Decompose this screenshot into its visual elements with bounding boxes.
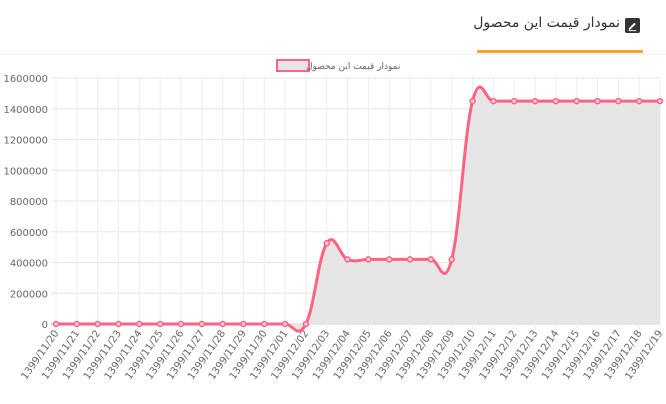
data-point[interactable] [156,320,164,328]
data-point[interactable] [573,97,580,105]
data-point[interactable] [323,240,331,247]
data-point[interactable] [219,320,226,328]
data-point[interactable] [52,320,60,328]
data-point[interactable] [136,320,143,328]
data-point[interactable] [281,320,289,328]
data-point[interactable] [594,97,601,105]
data-point[interactable] [261,320,268,328]
data-point[interactable] [73,320,81,328]
data-point[interactable] [365,256,372,263]
y-tick-label: 1600000 [3,74,48,85]
card-title: نمودار قیمت این محصول [473,15,620,31]
y-tick-label: 1000000 [3,166,48,177]
data-point[interactable] [490,97,497,105]
y-axis-ticks: 0 200000 400000 600000 800000 1000000 1200000 1… [3,74,48,331]
y-tick-label: 200000 [10,289,48,300]
data-point[interactable] [240,320,247,328]
data-point[interactable] [635,97,643,105]
y-tick-label: 600000 [10,228,48,239]
y-tick-label: 800000 [10,197,48,208]
data-point[interactable] [177,320,185,328]
y-tick-label: 1200000 [3,136,48,147]
legend-label: نمودار قیمت این محصول [306,62,400,72]
data-point[interactable] [115,320,122,328]
data-point[interactable] [552,97,560,105]
card-header: نمودار قیمت این محصول [0,0,666,55]
y-tick-label: 1400000 [3,105,48,116]
data-point[interactable] [656,97,664,105]
chart-legend[interactable]: نمودار قیمت این محصول [276,59,400,72]
y-tick-label: 400000 [10,259,48,270]
data-point[interactable] [344,256,351,263]
price-data-points [52,97,664,328]
price-area-fill [56,86,660,332]
data-point[interactable] [94,320,101,328]
price-chart: 0 200000 400000 600000 800000 1000000 1200000 1… [3,59,665,382]
y-tick-label: 0 [42,320,48,331]
data-point[interactable] [469,97,476,105]
title-underline [477,50,643,53]
x-axis-ticks: 1399/11/201399/11/211399/11/221399/11/23… [19,328,665,382]
data-point[interactable] [302,320,310,328]
data-point[interactable] [510,97,518,105]
edit-icon [625,18,640,33]
data-point[interactable] [406,256,414,263]
legend-swatch [276,59,310,72]
data-point[interactable] [531,97,539,105]
data-point[interactable] [448,256,455,263]
data-point[interactable] [615,97,622,105]
data-point[interactable] [198,320,206,328]
data-point[interactable] [427,256,435,263]
data-point[interactable] [385,256,393,263]
